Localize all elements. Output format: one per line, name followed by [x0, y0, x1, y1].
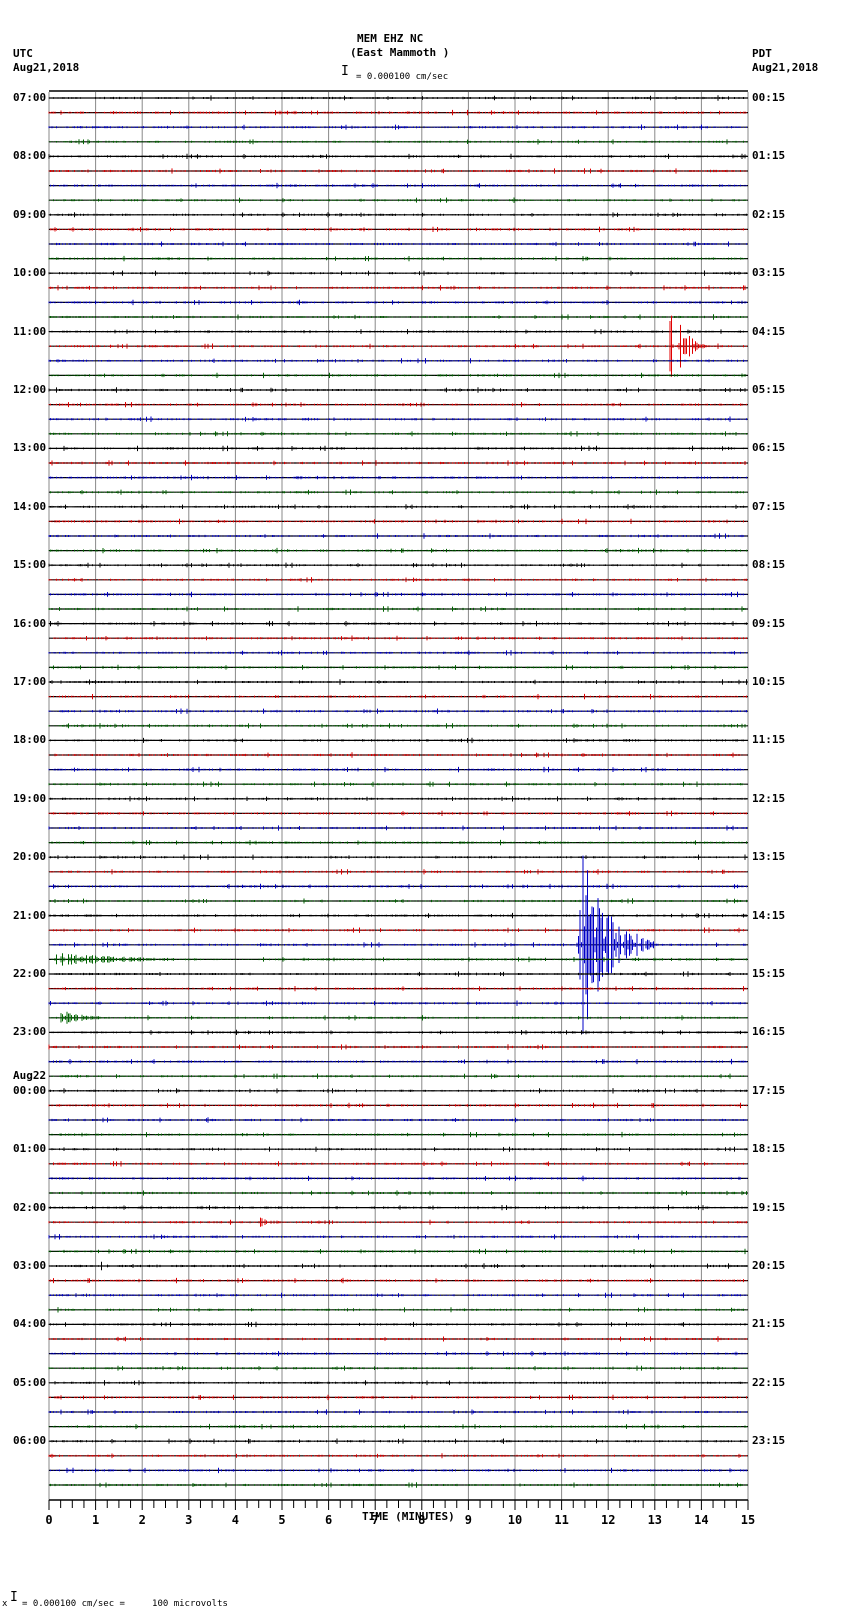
- pdt-hour-label: 09:15: [752, 616, 786, 630]
- pdt-hour-label: 12:15: [752, 791, 786, 805]
- x-axis-label: TIME (MINUTES): [362, 1510, 455, 1523]
- utc-hour-label: 18:00: [13, 733, 47, 747]
- utc-hour-label: 11:00: [13, 324, 47, 338]
- utc-hour-label: 09:00: [13, 207, 47, 221]
- pdt-hour-label: 07:15: [752, 499, 786, 513]
- pdt-hour-label: 02:15: [752, 207, 786, 221]
- x-tick-label: 9: [465, 1513, 472, 1527]
- pdt-hour-label: 01:15: [752, 149, 786, 163]
- pdt-hour-label: 22:15: [752, 1375, 786, 1389]
- station-location: (East Mammoth ): [350, 46, 450, 59]
- pdt-hour-label: 10:15: [752, 675, 786, 688]
- x-tick-label: 2: [139, 1513, 146, 1527]
- pdt-hour-label: 06:15: [752, 441, 786, 455]
- pdt-hour-label: 17:15: [752, 1083, 786, 1097]
- utc-hour-label: 19:00: [13, 791, 47, 805]
- utc-hour-label: 02:00: [13, 1200, 47, 1214]
- pdt-hour-label: 13:15: [752, 850, 786, 864]
- utc-hour-label: 14:00: [13, 499, 47, 513]
- utc-hour-label: 21:00: [13, 908, 47, 922]
- x-tick-label: 1: [92, 1513, 99, 1527]
- footer-scale-note: = 0.000100 cm/sec = 100 microvolts: [22, 1599, 228, 1609]
- x-tick-label: 3: [185, 1513, 192, 1527]
- utc-hour-label: 06:00: [13, 1434, 47, 1448]
- pdt-hour-label: 16:15: [752, 1025, 786, 1039]
- x-tick-label: 14: [694, 1513, 708, 1527]
- utc-hour-label: 04:00: [13, 1317, 47, 1331]
- utc-hour-label: 15:00: [13, 558, 47, 572]
- left-timezone: UTC: [13, 47, 33, 60]
- pdt-hour-label: 03:15: [752, 266, 786, 280]
- x-tick-label: 12: [601, 1513, 615, 1527]
- pdt-hour-label: 04:15: [752, 324, 786, 338]
- x-tick-label: 15: [741, 1513, 755, 1527]
- right-timezone: PDT: [752, 47, 772, 60]
- footer-scale-prefix: x: [2, 1599, 8, 1609]
- utc-hour-label: 08:00: [13, 149, 47, 163]
- x-tick-label: 5: [278, 1513, 285, 1527]
- x-tick-label: 10: [508, 1513, 522, 1527]
- utc-hour-label: 16:00: [13, 616, 47, 630]
- utc-hour-label: 17:00: [13, 675, 47, 688]
- pdt-hour-label: 11:15: [752, 733, 786, 747]
- scale-label: = 0.000100 cm/sec: [356, 72, 449, 82]
- utc-hour-label: 10:00: [13, 266, 47, 280]
- utc-hour-label: 23:00: [13, 1025, 47, 1039]
- utc-hour-label: 07:00: [13, 91, 47, 104]
- utc-hour-label: 12:00: [13, 383, 47, 396]
- pdt-hour-label: 15:15: [752, 967, 786, 980]
- pdt-hour-label: 00:15: [752, 91, 786, 104]
- utc-hour-label: 00:00: [13, 1083, 47, 1097]
- x-tick-label: 4: [232, 1513, 239, 1527]
- pdt-hour-label: 21:15: [752, 1317, 786, 1331]
- utc-hour-label: 22:00: [13, 967, 47, 980]
- utc-hour-label: 05:00: [13, 1375, 47, 1389]
- utc-hour-label: Aug22: [13, 1069, 47, 1083]
- pdt-hour-label: 08:15: [752, 558, 786, 572]
- scale-bar-icon: I: [341, 64, 349, 79]
- x-tick-label: 0: [45, 1513, 52, 1527]
- pdt-hour-label: 18:15: [752, 1142, 786, 1156]
- x-tick-label: 6: [325, 1513, 332, 1527]
- pdt-hour-label: 19:15: [752, 1200, 786, 1214]
- x-tick-label: 7: [372, 1513, 379, 1527]
- x-tick-label: 11: [554, 1513, 568, 1527]
- pdt-hour-label: 20:15: [752, 1259, 786, 1272]
- x-tick-label: 8: [418, 1513, 425, 1527]
- right-date: Aug21,2018: [752, 61, 819, 74]
- station-title: MEM EHZ NC: [357, 32, 424, 45]
- x-tick-label: 13: [648, 1513, 662, 1527]
- footer-scale-bar-icon: I: [10, 1590, 18, 1605]
- pdt-hour-label: 23:15: [752, 1434, 786, 1448]
- pdt-hour-label: 14:15: [752, 908, 786, 922]
- utc-hour-label: 20:00: [13, 850, 47, 864]
- left-date: Aug21,2018: [13, 61, 80, 74]
- pdt-hour-label: 05:15: [752, 383, 786, 396]
- utc-hour-label: 01:00: [13, 1142, 47, 1156]
- utc-hour-label: 13:00: [13, 441, 47, 455]
- utc-hour-label: 03:00: [13, 1259, 47, 1272]
